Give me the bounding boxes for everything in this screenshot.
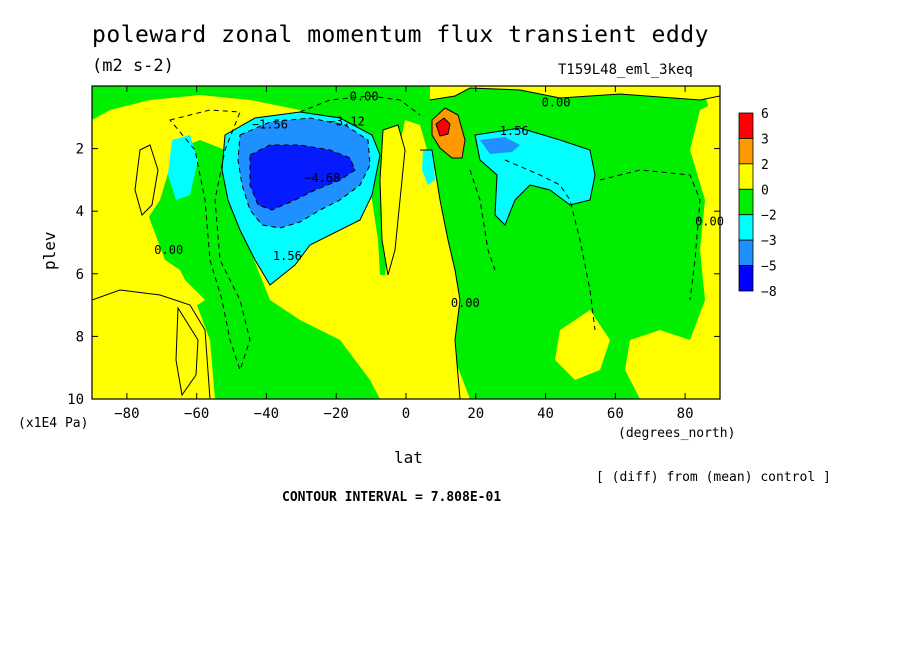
x-tick-label: −20 (324, 406, 349, 422)
x-tick-label: 40 (537, 406, 554, 422)
contour-label: 0.00 (695, 215, 724, 229)
contour-label: −4.68 (304, 171, 340, 185)
colorbar: 6 3 2 0 −2 −3 −5 −8 (738, 107, 777, 300)
colorbar-label: 3 (761, 132, 769, 147)
colorbar-swatch (738, 188, 754, 216)
y-tick-label: 6 (76, 267, 84, 283)
colorbar-swatch (738, 138, 754, 165)
x-tick-label: 0 (402, 406, 410, 422)
colorbar-label: −3 (761, 234, 777, 249)
y-tick-label: 4 (76, 204, 84, 220)
colorbar-label: −8 (761, 285, 777, 300)
y-tick-label: 8 (76, 329, 84, 345)
contour-labels: 0.00 0.00 −1.56 −3.12 −4.68 1.56 0.00 1.56 0.00 0… (154, 89, 724, 310)
run-label: T159L48_eml_3keq (558, 62, 693, 78)
colorbar-swatch (738, 265, 754, 292)
colorbar-swatch (738, 214, 754, 241)
contour-interval: CONTOUR INTERVAL = 7.808E-01 (282, 490, 502, 505)
y-tick-label: 2 (76, 142, 84, 158)
x-tick-label: 80 (677, 406, 694, 422)
y-tick-label: 10 (67, 392, 84, 408)
y-axis-units: (x1E4 Pa) (18, 416, 89, 431)
colorbar-label: −2 (761, 209, 777, 224)
chart-title: poleward zonal momentum flux transient e… (92, 22, 709, 48)
colorbar-label: 6 (761, 107, 769, 122)
contour-label: 0.00 (451, 296, 480, 310)
colorbar-swatch (738, 112, 754, 139)
colorbar-swatch (738, 239, 754, 266)
x-axis-units: (degrees_north) (618, 426, 736, 441)
contour-label: 1.56 (500, 124, 529, 138)
contour-label: 0.00 (350, 89, 379, 103)
colorbar-label: −5 (761, 260, 777, 275)
x-tick-label: −80 (114, 406, 139, 422)
contour-label: −3.12 (329, 114, 365, 128)
chart-units: (m2 s-2) (92, 56, 174, 76)
x-tick-label: −40 (254, 406, 279, 422)
x-tick-label: 60 (607, 406, 624, 422)
colorbar-label: 2 (761, 158, 769, 173)
contour-label: 0.00 (542, 96, 571, 110)
heatmap-field (92, 86, 720, 399)
colorbar-swatch (738, 163, 754, 190)
x-tick-label: −60 (184, 406, 209, 422)
diff-note: [ (diff) from (mean) control ] (596, 470, 831, 485)
contour-label: −1.56 (252, 118, 288, 132)
contour-label: 1.56 (273, 249, 302, 263)
x-tick-label: 20 (467, 406, 484, 422)
colorbar-label: 0 (761, 183, 769, 198)
y-axis-ticks: 2 4 6 8 10 (67, 142, 720, 408)
x-axis-label: lat (394, 448, 423, 467)
x-axis-ticks: −80 −60 −40 −20 0 20 40 60 80 (114, 86, 694, 422)
contour-label: 0.00 (154, 243, 183, 257)
